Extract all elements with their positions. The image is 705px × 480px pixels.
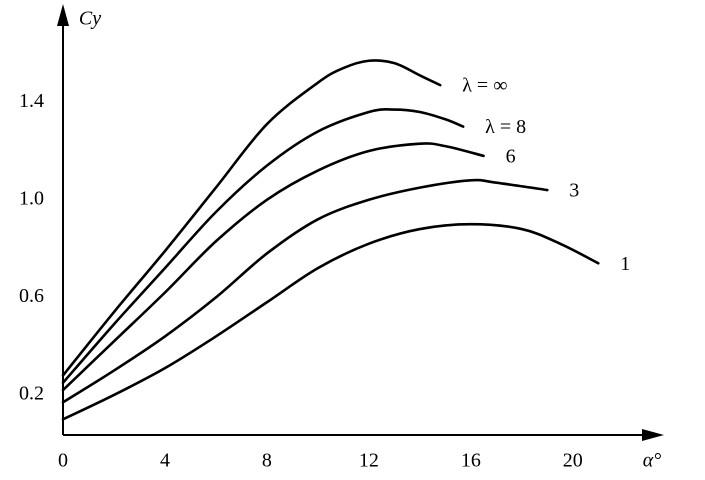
y-tick-label: 1.0 <box>19 187 44 209</box>
series-label: 1 <box>620 253 630 275</box>
x-tick-label: 20 <box>563 450 583 472</box>
curve <box>61 222 600 421</box>
x-axis-label: α° <box>643 450 662 472</box>
series-label: 6 <box>506 145 516 167</box>
y-tick-label: 0.2 <box>19 383 44 405</box>
y-axis-arrow <box>57 4 69 26</box>
x-tick-label: 8 <box>262 450 272 472</box>
x-tick-label: 4 <box>160 450 170 472</box>
series-label: λ = ∞ <box>462 75 507 97</box>
series-label: 3 <box>569 180 579 202</box>
curve <box>61 178 549 404</box>
series-label: λ = 8 <box>485 116 526 138</box>
x-tick-label: 0 <box>58 450 68 472</box>
y-tick-label: 1.4 <box>19 90 44 112</box>
curve <box>61 59 442 377</box>
x-tick-label: 12 <box>359 450 379 472</box>
curve <box>61 108 465 385</box>
y-tick-label: 0.6 <box>19 285 44 307</box>
x-tick-label: 16 <box>461 450 481 472</box>
curve <box>61 142 485 392</box>
y-axis-label: Cy <box>79 8 101 30</box>
x-axis-arrow <box>642 429 664 441</box>
